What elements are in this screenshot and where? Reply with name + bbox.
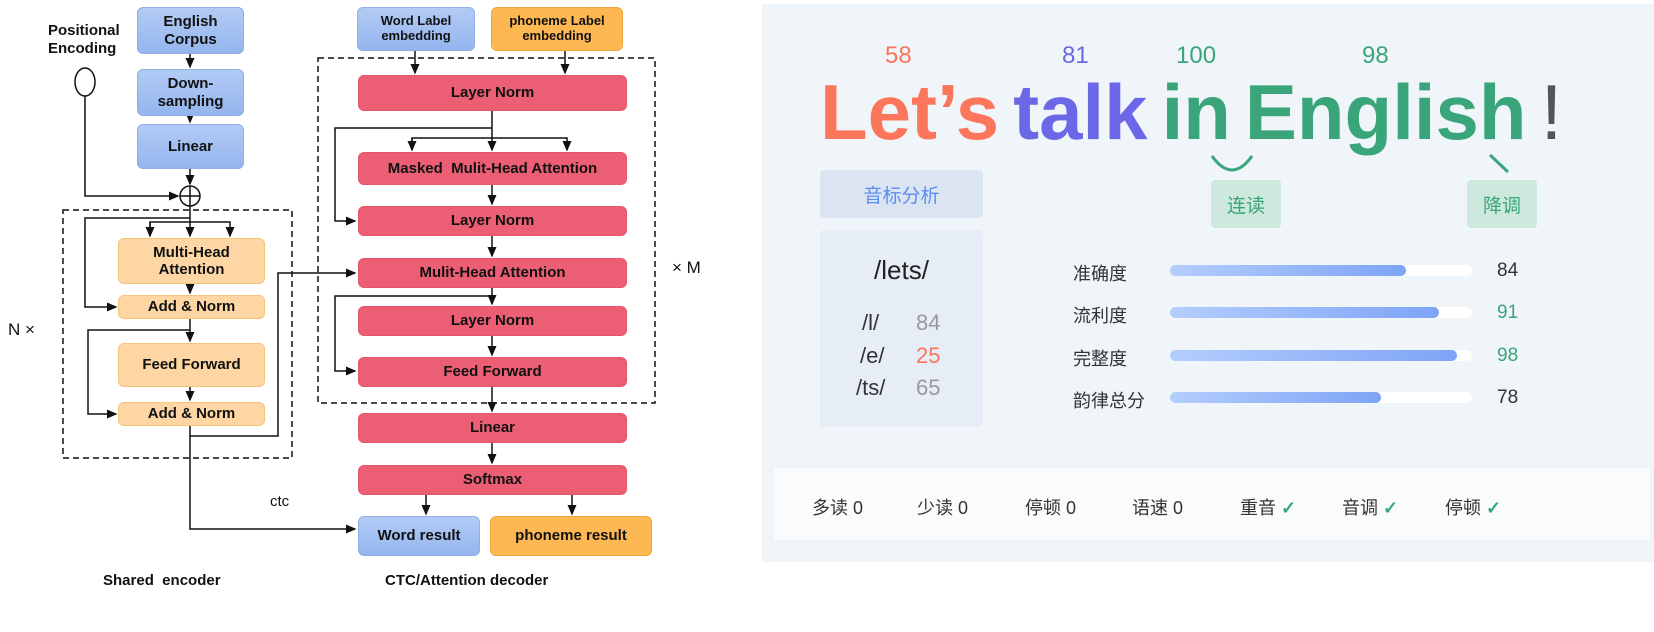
- metric-progress-fill: [1170, 392, 1382, 403]
- check-icon: ✓: [1486, 498, 1502, 518]
- downsampling-block: Down-sampling: [137, 69, 244, 116]
- phoneme-score: 65: [916, 375, 941, 400]
- phoneme-symbol: /l/: [862, 310, 880, 335]
- falling-tone-tag: 降调: [1467, 180, 1537, 228]
- summary-item: 语速 0: [1132, 494, 1183, 520]
- add-norm-block-1: Add & Norm: [118, 295, 265, 319]
- multi-head-attention-block: Multi-Head Attention: [118, 238, 265, 284]
- metric-progress-fill: [1170, 350, 1457, 361]
- metric-progress-bar: [1170, 392, 1472, 403]
- layer-norm-block-3: Layer Norm: [358, 306, 627, 336]
- word-score: 98: [1362, 42, 1389, 69]
- word-label-embedding-block: Word Label embedding: [357, 7, 475, 51]
- sentence: Let’s talk in English !: [820, 68, 1562, 158]
- summary-item: 音调 ✓: [1342, 494, 1398, 520]
- encoder-repeat-label: N ×: [8, 320, 35, 339]
- positional-encoding-label: Positional Encoding: [48, 22, 120, 57]
- summary-item: 多读 0: [812, 494, 863, 520]
- phoneme-symbol: /e/: [860, 343, 885, 368]
- metric-progress-bar: [1170, 265, 1472, 276]
- summary-label: 音调: [1342, 498, 1378, 518]
- decoder-repeat-label: × M: [672, 258, 701, 277]
- check-icon: ✓: [1383, 498, 1399, 518]
- metric-label: 准确度: [1073, 264, 1127, 284]
- check-icon: ✓: [1281, 498, 1297, 518]
- phoneme-label-embedding-block: phoneme Label embedding: [491, 7, 623, 51]
- falling-tone-icon: [1488, 153, 1510, 174]
- summary-item: 重音 ✓: [1240, 494, 1296, 520]
- metric-progress-fill: [1170, 307, 1439, 318]
- metric-label: 完整度: [1073, 349, 1127, 369]
- decoder-feed-forward-block: Feed Forward: [358, 357, 627, 387]
- summary-bar: [774, 468, 1650, 540]
- masked-mha-block: Masked Mulit-Head Attention: [358, 152, 627, 185]
- phoneme-result-block: phoneme result: [490, 516, 652, 556]
- encoder-caption: Shared encoder: [103, 572, 221, 589]
- linking-tag: 连读: [1211, 180, 1281, 228]
- metric-value: 84: [1497, 260, 1519, 281]
- metric-label: 韵律总分: [1073, 391, 1145, 411]
- phoneme-card: [820, 230, 983, 427]
- add-norm-block-2: Add & Norm: [118, 402, 265, 426]
- summary-label: 停顿 0: [1025, 498, 1077, 518]
- summary-item: 少读 0: [917, 494, 968, 520]
- metric-value: 98: [1497, 345, 1519, 366]
- metric-progress-fill: [1170, 265, 1406, 276]
- metric-progress-bar: [1170, 350, 1472, 361]
- phoneme-score: 84: [916, 310, 941, 335]
- decoder-linear-block: Linear: [358, 413, 627, 443]
- ctc-label: ctc: [270, 493, 290, 510]
- diagram-connectors: [62, 51, 656, 534]
- layer-norm-block-2: Layer Norm: [358, 206, 627, 236]
- softmax-block: Softmax: [358, 465, 627, 495]
- decoder-mha-block: Mulit-Head Attention: [358, 258, 627, 288]
- word-score: 100: [1176, 42, 1217, 69]
- sentence-word[interactable]: in: [1161, 68, 1231, 156]
- word-score: 58: [885, 42, 912, 69]
- summary-item: 停顿 ✓: [1445, 494, 1501, 520]
- summary-label: 多读 0: [812, 498, 864, 518]
- summary-label: 少读 0: [917, 498, 969, 518]
- english-corpus-block: English Corpus: [137, 7, 244, 54]
- sentence-word[interactable]: English: [1244, 68, 1527, 156]
- sentence-punctuation: !: [1540, 68, 1563, 156]
- word-score: 81: [1062, 42, 1089, 69]
- sentence-word[interactable]: talk: [1013, 68, 1148, 156]
- metric-progress-bar: [1170, 307, 1472, 318]
- linking-arc-icon: [1210, 155, 1254, 172]
- metric-value: 78: [1497, 387, 1519, 408]
- word-result-block: Word result: [358, 516, 480, 556]
- phoneme-symbol: /ts/: [856, 375, 886, 400]
- decoder-caption: CTC/Attention decoder: [385, 572, 549, 589]
- sentence-word[interactable]: Let’s: [820, 68, 1000, 156]
- summary-item: 停顿 0: [1025, 494, 1076, 520]
- linking-and-falling-marks: [1210, 153, 1510, 174]
- phoneme-score: 25: [916, 343, 941, 368]
- summary-label: 停顿: [1445, 498, 1481, 518]
- summary-label: 语速 0: [1132, 498, 1184, 518]
- encoder-linear-block: Linear: [137, 124, 244, 169]
- phoneme-word: /lets/: [874, 255, 929, 285]
- summary-label: 重音: [1240, 498, 1276, 518]
- layer-norm-block-1: Layer Norm: [358, 75, 627, 111]
- metric-label: 流利度: [1073, 306, 1127, 326]
- phonetic-analysis-tab[interactable]: 音标分析: [820, 170, 983, 218]
- encoder-feed-forward-block: Feed Forward: [118, 343, 265, 387]
- metric-value: 91: [1497, 302, 1519, 323]
